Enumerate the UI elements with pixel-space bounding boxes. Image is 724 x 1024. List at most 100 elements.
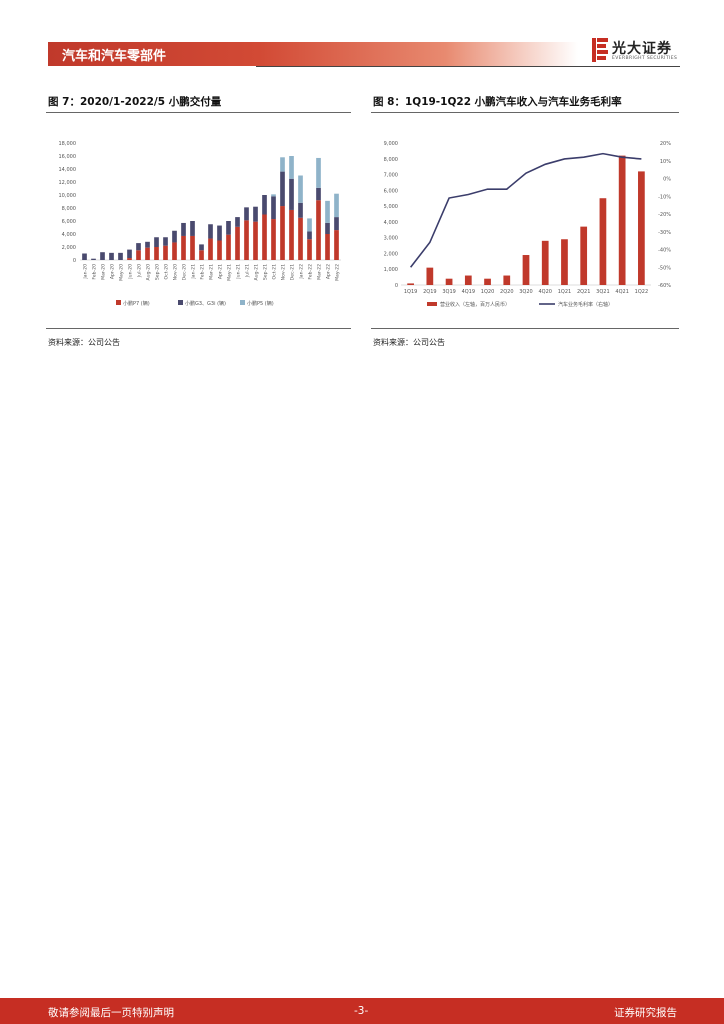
y-right-tick-label: 20% (660, 141, 671, 147)
bar-g3 (289, 178, 294, 210)
revenue-bar (561, 239, 568, 285)
bar-g3 (91, 258, 96, 260)
legend-swatch (116, 300, 121, 305)
bar-p7 (316, 200, 321, 260)
bar-g3 (136, 243, 141, 251)
y-tick-label: 12,000 (59, 180, 77, 186)
x-tick-label: Jan-21 (191, 264, 197, 280)
x-tick-label: 1Q22 (635, 289, 648, 295)
bar-p7 (262, 214, 267, 260)
bar-g3 (163, 237, 168, 246)
bar-p7 (181, 235, 186, 260)
revenue-bar (407, 283, 414, 285)
y-tick-label: 2,000 (62, 245, 76, 251)
bar-p7 (172, 242, 177, 260)
x-tick-label: May-22 (335, 264, 341, 281)
legend-label-margin: 汽车业务毛利率（右轴） (558, 301, 613, 308)
x-tick-label: 1Q20 (481, 289, 494, 295)
bar-g3 (100, 252, 105, 260)
revenue-bar (541, 240, 549, 285)
x-tick-label: 1Q21 (558, 289, 571, 295)
y-right-tick-label: -20% (658, 212, 671, 218)
y-left-tick-label: 9,000 (384, 141, 398, 147)
logo-english-name: EVERBRIGHT SECURITIES (612, 56, 678, 61)
bar-p7 (253, 221, 258, 260)
bar-g3 (262, 195, 267, 215)
page-number: -3- (354, 1005, 369, 1017)
x-tick-label: Dec-21 (290, 264, 296, 280)
figure7-source: 资料来源：公司公告 (48, 338, 120, 347)
figure8-revenue-margin-chart: 0 1,000 2,000 3,000 4,000 5,000 6,000 7,000 8,00… (384, 141, 672, 308)
figure8-source: 资料来源：公司公告 (373, 338, 445, 347)
x-tick-label: Apr-22 (326, 264, 332, 279)
x-tick-label: 2Q20 (500, 289, 513, 295)
revenue-bar (599, 198, 607, 285)
bar-p7 (217, 240, 222, 260)
y-right-tick-label: 10% (660, 159, 671, 165)
x-tick-label: Mar-21 (209, 264, 215, 280)
x-tick-label: Mar-20 (101, 264, 107, 280)
bar-p7 (208, 238, 213, 260)
y-tick-label: 18,000 (59, 141, 77, 147)
company-logo: 光大证券 EVERBRIGHT SECURITIES (592, 38, 682, 66)
revenue-bar (484, 278, 491, 285)
bar-p7 (325, 234, 330, 260)
x-tick-label: Jun-21 (236, 264, 242, 280)
x-tick-label: 2Q21 (577, 289, 590, 295)
footer-disclaimer: 敬请参阅最后一页特别声明 (48, 1007, 174, 1019)
bar-p7 (154, 247, 159, 260)
bar-p7 (271, 219, 276, 260)
x-tick-label: Mar-22 (317, 264, 323, 280)
x-tick-label: May-20 (119, 264, 125, 281)
y-right-tick-label: -50% (658, 265, 671, 271)
footer-report-type: 证券研究报告 (614, 1007, 677, 1019)
x-tick-label: Aug-20 (146, 264, 152, 281)
x-tick-label: 3Q21 (596, 289, 609, 295)
revenue-bar (522, 255, 530, 285)
x-tick-label: Jun-20 (128, 264, 134, 280)
y-tick-label: 10,000 (59, 193, 77, 199)
legend-label: 小鹏P7 (辆) (123, 300, 150, 307)
bar-p7 (226, 234, 231, 260)
y-right-tick-label: 0% (663, 177, 671, 183)
bar-g3 (199, 244, 204, 251)
gross-margin-line (409, 152, 642, 268)
figure8-bottom-rule (371, 328, 679, 329)
y-tick-label: 0 (73, 258, 76, 264)
y-tick-label: 8,000 (62, 206, 76, 212)
y-left-tick-label: 7,000 (384, 173, 398, 179)
bar-g3 (181, 222, 186, 236)
x-tick-label: Sep-21 (263, 264, 269, 280)
bar-g3 (235, 217, 240, 227)
x-tick-label: 2Q19 (423, 289, 436, 295)
legend-swatch (178, 300, 183, 305)
x-tick-label: 1Q19 (404, 289, 417, 295)
x-tick-label: Oct-21 (272, 264, 278, 280)
bar-g3 (316, 187, 321, 201)
bar-p7 (190, 235, 195, 260)
figure7-delivery-chart: 0 2,000 4,000 6,000 8,000 10,000 12,000 14,000 1… (59, 141, 341, 307)
bar-p5 (307, 218, 312, 232)
x-tick-label: May-21 (227, 264, 233, 281)
revenue-bar (445, 278, 453, 285)
legend-swatch (240, 300, 245, 305)
figure7-bottom-rule (46, 328, 351, 329)
bar-g3 (334, 217, 339, 231)
bar-p5 (325, 200, 330, 223)
bar-g3 (109, 252, 114, 260)
bar-g3 (298, 202, 303, 218)
x-tick-label: Oct-20 (164, 264, 170, 280)
bar-p5 (334, 193, 339, 218)
bar-p7 (127, 258, 132, 260)
bar-p7 (307, 239, 312, 260)
bar-p7 (163, 245, 168, 260)
x-tick-label: Feb-20 (92, 264, 98, 280)
y-left-tick-label: 4,000 (384, 220, 398, 226)
section-title: 汽车和汽车零部件 (62, 49, 167, 64)
revenue-bar (464, 275, 472, 285)
legend-label: 小鹏P5 (辆) (247, 300, 274, 307)
bar-p7 (298, 217, 303, 260)
revenue-bar (580, 226, 588, 285)
x-tick-label: Nov-20 (173, 264, 179, 280)
x-tick-label: Feb-21 (200, 264, 206, 280)
